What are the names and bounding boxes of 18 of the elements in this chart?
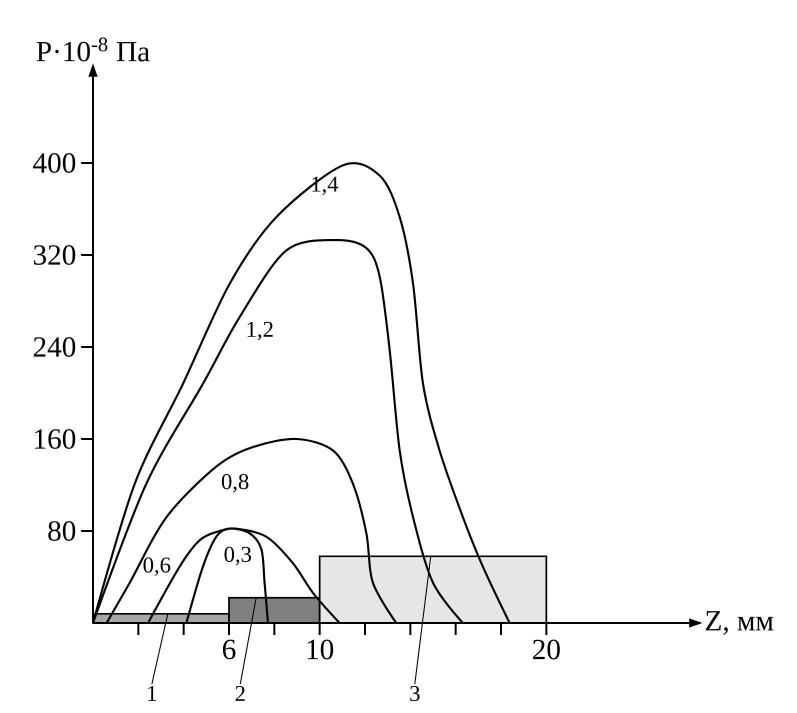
annotation: 1 <box>148 686 156 701</box>
y-tick-label: 320 <box>34 245 76 265</box>
x-tick-label: 10 <box>308 640 334 660</box>
y-tick-label: 240 <box>34 337 76 357</box>
annotation: 2 <box>236 686 245 701</box>
series-label: 0,8 <box>222 474 248 492</box>
series-label: 1,2 <box>248 322 273 340</box>
series-label: 1,4 <box>312 176 338 196</box>
series-label: 0,3 <box>224 546 252 566</box>
x-axis-title: Z, мм <box>706 611 774 635</box>
x-tick-label: 6 <box>222 640 236 660</box>
series-label: 0,6 <box>144 557 170 576</box>
annotation: 3 <box>410 686 420 702</box>
y-tick-label: 80 <box>48 521 76 541</box>
y-axis-title: P·10$^{-8}$ Па <box>36 38 150 62</box>
x-tick-label: 20 <box>533 640 560 660</box>
y-tick-label: 160 <box>35 429 76 449</box>
y-tick-label: 400 <box>33 153 76 173</box>
